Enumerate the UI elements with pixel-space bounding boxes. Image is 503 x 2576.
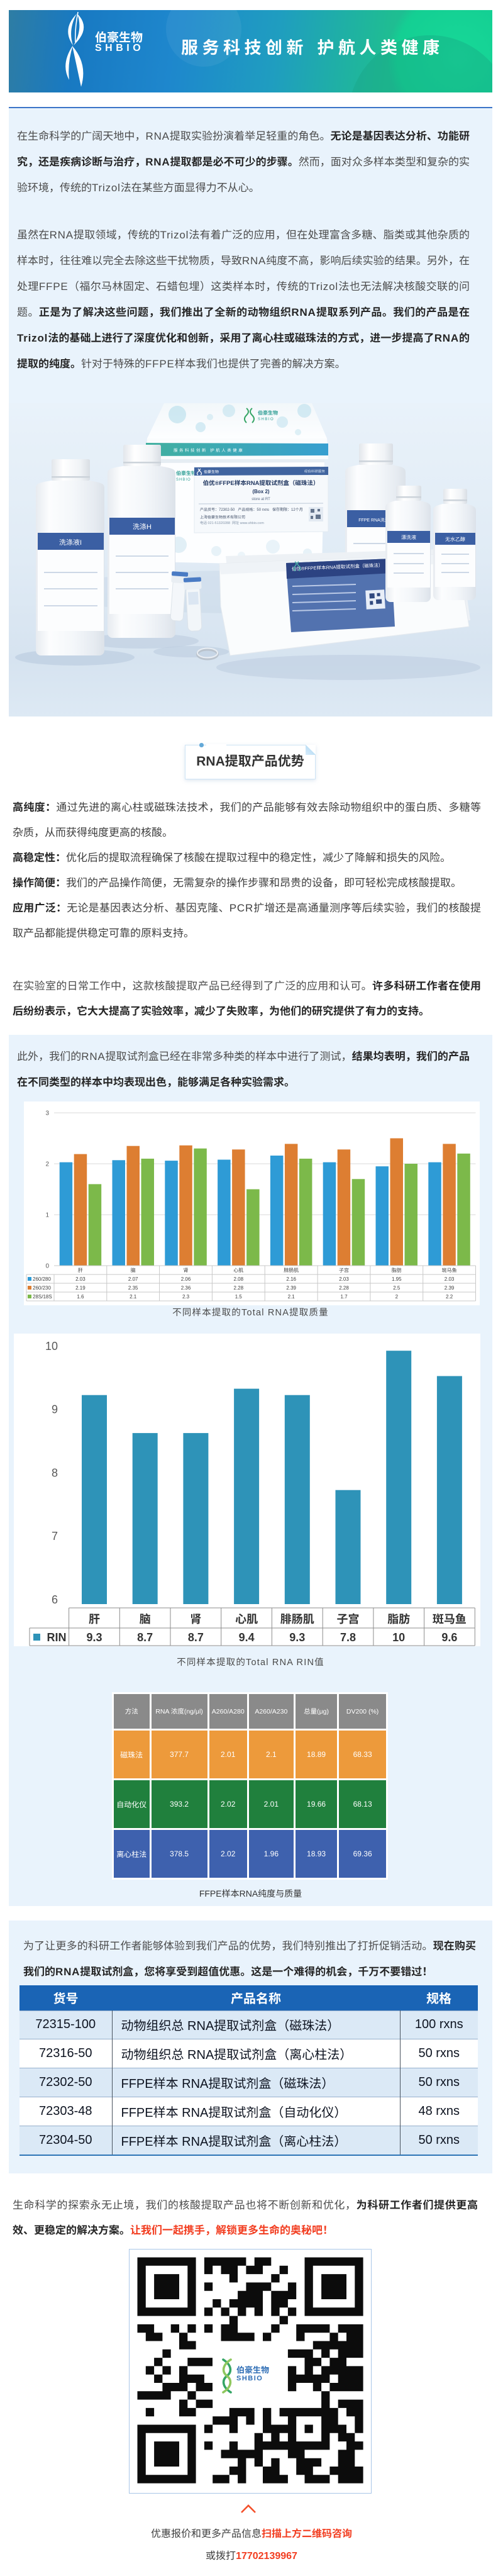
svg-text:斑马鱼: 斑马鱼 (433, 1613, 467, 1625)
svg-text:9.6: 9.6 (441, 1631, 457, 1644)
svg-text:10: 10 (45, 1340, 58, 1352)
svg-text:心肌: 心肌 (233, 1268, 243, 1273)
svg-text:1.5: 1.5 (235, 1294, 243, 1300)
svg-text:9.3: 9.3 (86, 1631, 102, 1644)
svg-text:2.36: 2.36 (181, 1285, 191, 1291)
svg-text:8.7: 8.7 (137, 1631, 153, 1644)
svg-text:伯豪生物: 伯豪生物 (176, 471, 196, 476)
svg-text:2.39: 2.39 (445, 1285, 455, 1291)
svg-text:无水乙醇: 无水乙醇 (445, 537, 465, 542)
svg-text:上海伯豪生物技术有限公司: 上海伯豪生物技术有限公司 (200, 515, 245, 520)
svg-text:漂洗液: 漂洗液 (401, 535, 416, 540)
svg-text:2.1: 2.1 (130, 1294, 137, 1300)
svg-text:电话 021-51320288 网址 www.shbio.: 电话 021-51320288 网址 www.shbio.com (200, 520, 264, 525)
svg-text:伯豪生物: 伯豪生物 (258, 410, 278, 416)
svg-text:8.7: 8.7 (188, 1631, 204, 1644)
svg-text:2.5: 2.5 (393, 1285, 401, 1291)
svg-text:2.08: 2.08 (234, 1276, 244, 1282)
svg-text:2.03: 2.03 (75, 1276, 86, 1282)
svg-text:肾: 肾 (184, 1268, 189, 1273)
svg-text:10: 10 (392, 1631, 405, 1644)
svg-text:子宫: 子宫 (337, 1613, 360, 1625)
svg-text:斑马鱼: 斑马鱼 (442, 1268, 457, 1273)
svg-text:腓肠肌: 腓肠肌 (280, 1613, 314, 1625)
svg-text:2.28: 2.28 (234, 1285, 244, 1291)
svg-text:RIN: RIN (47, 1631, 67, 1644)
svg-text:1.95: 1.95 (392, 1276, 402, 1282)
svg-text:肝: 肝 (89, 1613, 100, 1625)
svg-text:洗涤H: 洗涤H (133, 523, 152, 531)
svg-text:脂肪: 脂肪 (387, 1613, 410, 1625)
svg-text:9: 9 (52, 1403, 58, 1416)
svg-text:2.07: 2.07 (128, 1276, 138, 1282)
svg-text:store at RT: store at RT (252, 498, 270, 501)
svg-text:2.3: 2.3 (182, 1294, 190, 1300)
svg-text:3: 3 (45, 1110, 49, 1117)
svg-text:6: 6 (52, 1593, 58, 1606)
svg-text:2.39: 2.39 (286, 1285, 296, 1291)
svg-text:260/230: 260/230 (33, 1285, 51, 1291)
svg-text:2.06: 2.06 (181, 1276, 191, 1282)
svg-text:伯豪生物: 伯豪生物 (204, 469, 219, 474)
svg-text:SHBIO: SHBIO (258, 418, 274, 421)
svg-text:9.3: 9.3 (289, 1631, 305, 1644)
svg-text:心肌: 心肌 (235, 1613, 258, 1625)
svg-text:洗涤液I: 洗涤液I (59, 538, 82, 547)
svg-text:2: 2 (395, 1294, 399, 1300)
svg-text:脑: 脑 (140, 1613, 151, 1625)
svg-text:2.16: 2.16 (286, 1276, 296, 1282)
svg-text:2.2: 2.2 (446, 1294, 453, 1300)
svg-text:1: 1 (45, 1212, 49, 1219)
svg-text:2.19: 2.19 (75, 1285, 86, 1291)
svg-text:伯优®FFPE样本RNA提取试剂盒（磁珠法）: 伯优®FFPE样本RNA提取试剂盒（磁珠法） (203, 479, 319, 487)
svg-text:脑: 脑 (131, 1268, 136, 1273)
svg-text:260/280: 260/280 (33, 1276, 51, 1282)
svg-text:子宫: 子宫 (339, 1268, 349, 1273)
svg-text:SHBIO: SHBIO (176, 478, 191, 482)
svg-text:2.28: 2.28 (339, 1285, 349, 1291)
svg-text:9.4: 9.4 (239, 1631, 255, 1644)
svg-text:腓肠肌: 腓肠肌 (284, 1268, 299, 1273)
svg-text:2: 2 (45, 1161, 49, 1168)
svg-text:28S/18S: 28S/18S (33, 1294, 52, 1300)
svg-text:(Box 2): (Box 2) (252, 489, 269, 494)
svg-text:0: 0 (45, 1263, 49, 1270)
svg-text:2.35: 2.35 (128, 1285, 138, 1291)
svg-text:2.03: 2.03 (339, 1276, 349, 1282)
svg-text:7.8: 7.8 (340, 1631, 356, 1644)
svg-text:经伯科研服务: 经伯科研服务 (304, 469, 326, 474)
svg-text:服务科技创新 护航人类健康: 服务科技创新 护航人类健康 (174, 448, 244, 453)
svg-text:2.1: 2.1 (288, 1294, 296, 1300)
svg-text:肝: 肝 (78, 1268, 83, 1273)
svg-text:2.03: 2.03 (445, 1276, 455, 1282)
svg-text:脂肪: 脂肪 (392, 1268, 402, 1273)
svg-text:7: 7 (52, 1530, 58, 1542)
svg-text:1.6: 1.6 (77, 1294, 84, 1300)
svg-text:FFPE RNA洗涤液: FFPE RNA洗涤液 (358, 518, 394, 523)
svg-text:产品货号：72302-50 产品规格：50 rxns: 产品货号：72302-50 产品规格：50 rxns 保存期限：12个月 (200, 507, 303, 512)
svg-text:8: 8 (52, 1466, 58, 1479)
svg-text:肾: 肾 (190, 1613, 201, 1625)
svg-text:1.7: 1.7 (340, 1294, 348, 1300)
